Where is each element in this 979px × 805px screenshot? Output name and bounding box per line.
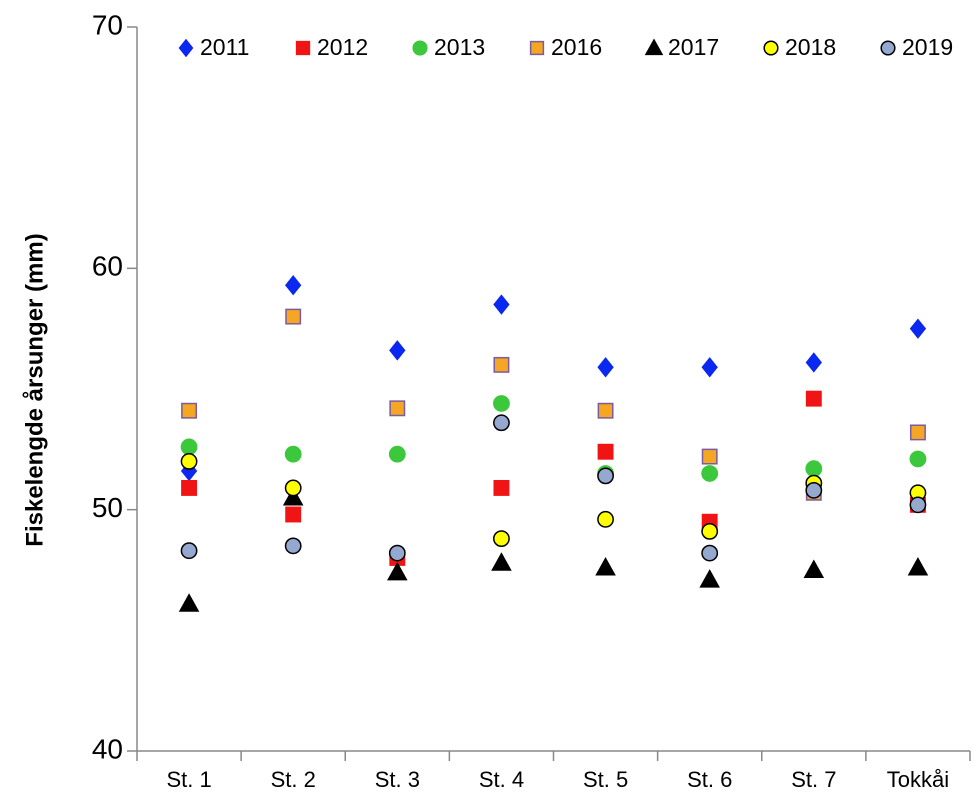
- legend-marker: [412, 40, 428, 56]
- x-tick-label: St. 2: [271, 767, 316, 792]
- y-tick-label: 70: [92, 9, 123, 40]
- x-tick-label: St. 5: [583, 767, 628, 792]
- legend-label: 2013: [434, 34, 485, 60]
- point: [284, 445, 302, 463]
- point: [597, 443, 614, 460]
- legend-marker: [295, 40, 311, 56]
- point: [909, 450, 927, 468]
- point: [180, 453, 198, 470]
- point: [701, 448, 718, 465]
- point: [181, 402, 198, 419]
- point: [701, 465, 719, 482]
- x-tick-label: Tokkåi: [887, 767, 949, 792]
- point: [284, 479, 302, 497]
- point: [909, 496, 927, 514]
- point: [597, 402, 614, 419]
- legend-marker: [644, 38, 664, 56]
- point: [181, 479, 198, 496]
- point: [493, 395, 510, 412]
- y-axis-title: Fiskelengde årsunger (mm): [21, 233, 48, 546]
- legend-marker: [880, 40, 896, 56]
- point: [389, 400, 406, 417]
- point: [388, 445, 406, 463]
- point: [803, 559, 825, 578]
- point: [388, 544, 406, 562]
- point: [909, 424, 926, 441]
- legend-label: 2012: [317, 34, 368, 60]
- legend-label: 2011: [200, 34, 249, 60]
- point: [701, 357, 718, 378]
- point: [805, 352, 822, 373]
- legend-label: 2019: [902, 34, 953, 60]
- point: [180, 542, 198, 560]
- point: [389, 340, 406, 361]
- point: [180, 438, 198, 456]
- x-tick-label: St. 1: [166, 767, 211, 792]
- point: [805, 390, 822, 407]
- legend-marker: [529, 40, 545, 56]
- point: [285, 506, 302, 523]
- point: [387, 561, 408, 581]
- point: [284, 537, 302, 555]
- point: [909, 318, 927, 339]
- x-tick-label: St. 3: [375, 767, 420, 792]
- y-tick-label: 40: [92, 733, 123, 764]
- legend-marker: [178, 38, 194, 58]
- point: [805, 460, 823, 478]
- x-tick-label: St. 4: [479, 767, 524, 792]
- point: [493, 530, 510, 548]
- x-tick-label: St. 7: [791, 767, 836, 792]
- point: [907, 557, 929, 576]
- point: [493, 294, 510, 315]
- legend-label: 2016: [551, 34, 602, 60]
- x-tick-label: St. 6: [687, 767, 732, 792]
- y-tick-label: 50: [92, 492, 123, 523]
- point: [285, 275, 302, 296]
- point: [701, 522, 719, 540]
- legend-label: 2017: [668, 34, 719, 60]
- point: [595, 557, 616, 576]
- point: [282, 487, 304, 506]
- point: [178, 593, 200, 612]
- point: [699, 569, 720, 588]
- point: [493, 414, 510, 432]
- point: [493, 479, 510, 496]
- y-tick-label: 60: [92, 251, 123, 282]
- point: [597, 467, 614, 485]
- point: [701, 544, 719, 562]
- legend-label: 2018: [785, 34, 836, 60]
- point: [493, 356, 510, 373]
- point: [285, 308, 302, 325]
- point: [597, 510, 614, 528]
- legend-marker: [763, 40, 779, 56]
- point: [491, 552, 512, 571]
- point: [597, 357, 614, 378]
- point: [805, 481, 823, 499]
